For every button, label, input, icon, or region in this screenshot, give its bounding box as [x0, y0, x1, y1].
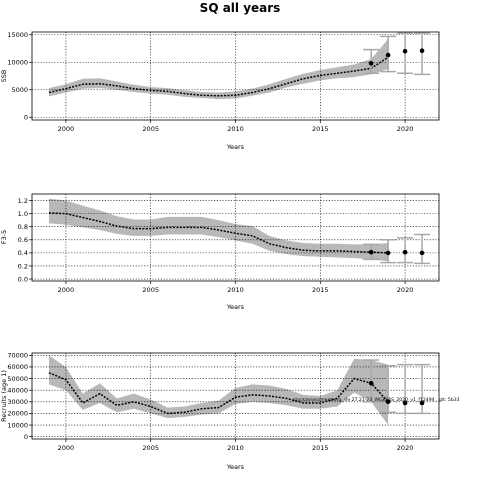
- x-tick-label: 2000: [58, 444, 75, 452]
- x-tick-label: 2020: [397, 125, 414, 133]
- y-tick-label: 0: [24, 433, 28, 441]
- x-tick-label: 2000: [58, 286, 75, 294]
- forecast-point: [402, 48, 408, 54]
- estimate-line: [48, 212, 389, 254]
- forecast-point: [385, 399, 391, 405]
- forecast-point: [402, 249, 408, 255]
- x-tick-label: 2000: [58, 125, 75, 133]
- forecast-point: [385, 250, 391, 256]
- confidence-band: [48, 39, 389, 100]
- recruits-panel: 2000 2005 2010 2015 2020 0 10000 20000 30000 4000…: [0, 352, 460, 471]
- y-axis-label: SSB: [0, 70, 8, 83]
- y-tick-label: 20000: [7, 410, 28, 418]
- watermark-annotation: stockassessment.org, (le 27.21-23_WGBFAS…: [293, 397, 460, 403]
- y-axis-label: F3-5: [0, 230, 8, 244]
- x-tick-label: 2015: [312, 125, 329, 133]
- y-tick-label: 0.6: [18, 236, 28, 244]
- y-tick-label: 0.8: [18, 223, 28, 231]
- x-tick-label: 2020: [397, 286, 414, 294]
- x-tick-label: 2010: [227, 286, 244, 294]
- y-tick-label: 10000: [7, 421, 28, 429]
- x-tick-label: 2005: [142, 444, 159, 452]
- forecast-point: [368, 61, 374, 66]
- f-panel: 2000 2005 2010 2015 2020 0.0 0.2 0.4 0.6 0.8 1.0 1.…: [0, 193, 440, 311]
- y-tick-label: 0.0: [18, 275, 28, 283]
- y-tick-label: 1.2: [18, 197, 28, 205]
- figure-title: SQ all years: [200, 1, 281, 15]
- x-axis-label: Years: [226, 143, 245, 151]
- forecast-point: [419, 48, 425, 53]
- y-tick-label: 0.2: [18, 262, 28, 270]
- x-tick-label: 2015: [312, 444, 329, 452]
- y-tick-label: 40000: [7, 386, 28, 394]
- confidence-band: [48, 355, 389, 426]
- estimate-line: [48, 56, 389, 97]
- x-tick-label: 2015: [312, 286, 329, 294]
- y-tick-label: 60000: [7, 363, 28, 371]
- y-tick-label: 5000: [11, 86, 28, 94]
- y-tick-label: 15000: [7, 31, 28, 39]
- x-tick-label: 2010: [227, 125, 244, 133]
- y-axis-label: Recruits (age 1): [0, 370, 8, 422]
- y-tick-label: 30000: [7, 398, 28, 406]
- x-tick-label: 2005: [142, 125, 159, 133]
- estimate-line: [48, 372, 389, 415]
- y-tick-label: 0: [24, 114, 28, 122]
- axes-frame: [31, 31, 440, 121]
- y-tick-label: 0.4: [18, 249, 28, 257]
- x-tick-label: 2005: [142, 286, 159, 294]
- x-axis-label: Years: [226, 463, 245, 471]
- forecast-point: [385, 52, 391, 58]
- x-axis-label: Years: [226, 303, 245, 311]
- x-tick-label: 2010: [227, 444, 244, 452]
- y-tick-label: 10000: [7, 59, 28, 67]
- x-tick-label: 2020: [397, 444, 414, 452]
- forecast-point: [402, 400, 408, 406]
- forecast-point: [419, 400, 425, 406]
- forecast-point: [419, 250, 425, 256]
- y-tick-label: 70000: [7, 352, 28, 360]
- y-tick-label: 1.0: [18, 210, 28, 218]
- ssb-panel: 2000 2005 2010 2015 2020 0 5000 10000 15000 Years…: [0, 31, 440, 151]
- forecast-point: [368, 249, 374, 255]
- forecast-point: [368, 380, 374, 386]
- y-tick-label: 50000: [7, 375, 28, 383]
